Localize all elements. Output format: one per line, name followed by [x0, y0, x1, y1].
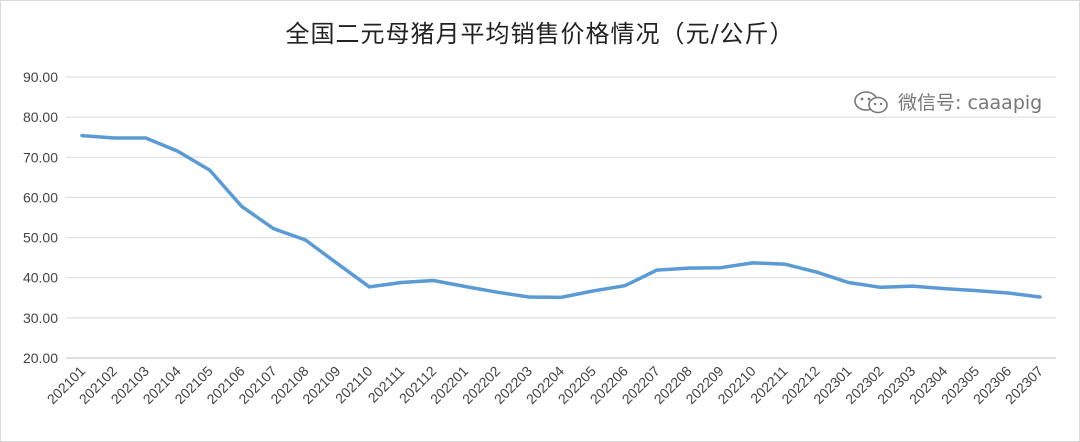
data-point — [464, 285, 467, 288]
data-point — [112, 136, 116, 140]
chart-title: 全国二元母猪月平均销售价格情况（元/公斤） — [285, 20, 795, 48]
data-point — [719, 266, 722, 269]
data-point — [1038, 295, 1042, 299]
data-point — [911, 284, 914, 288]
series-line — [80, 133, 1042, 300]
data-point — [304, 238, 307, 242]
data-point — [495, 291, 499, 294]
y-tick-label: 50.00 — [23, 230, 58, 246]
wechat-icon — [854, 90, 888, 113]
gridlines — [66, 76, 1056, 359]
y-tick-label: 20.00 — [23, 350, 58, 366]
data-point — [943, 287, 946, 290]
watermark-text: 微信号: caaapig — [898, 92, 1043, 114]
data-point — [208, 168, 211, 172]
watermark: 微信号: caaapig — [852, 88, 1042, 115]
data-point — [655, 268, 658, 272]
data-point — [815, 270, 818, 274]
data-point — [432, 279, 435, 282]
data-point — [527, 295, 531, 299]
y-tick-label: 90.00 — [23, 69, 58, 85]
data-point — [1006, 291, 1010, 295]
data-point — [687, 266, 690, 270]
data-point — [559, 296, 563, 299]
data-point — [176, 150, 179, 153]
data-point — [144, 136, 147, 140]
data-point — [623, 284, 627, 287]
data-point — [591, 289, 595, 293]
data-point — [847, 281, 850, 284]
data-point — [751, 261, 754, 265]
y-tick-label: 60.00 — [23, 189, 58, 205]
data-point — [400, 281, 403, 284]
x-axis-ticks: 2021012021022021032021042021052021062021… — [44, 363, 1047, 407]
y-axis-ticks: 20.00 30.00 40.00 50.00 60.00 70.00 80.00 90.00 — [23, 69, 58, 366]
y-tick-label: 80.00 — [23, 109, 58, 125]
data-point — [240, 205, 243, 208]
data-point — [975, 289, 978, 292]
y-tick-label: 30.00 — [23, 310, 58, 326]
y-tick-label: 70.00 — [23, 149, 58, 165]
series-layer — [80, 133, 1042, 300]
data-point — [783, 262, 786, 266]
y-tick-label: 40.00 — [23, 270, 58, 286]
data-point — [336, 262, 339, 265]
data-point — [272, 227, 275, 230]
data-point — [80, 134, 84, 137]
data-point — [368, 285, 371, 289]
data-point — [879, 286, 882, 289]
